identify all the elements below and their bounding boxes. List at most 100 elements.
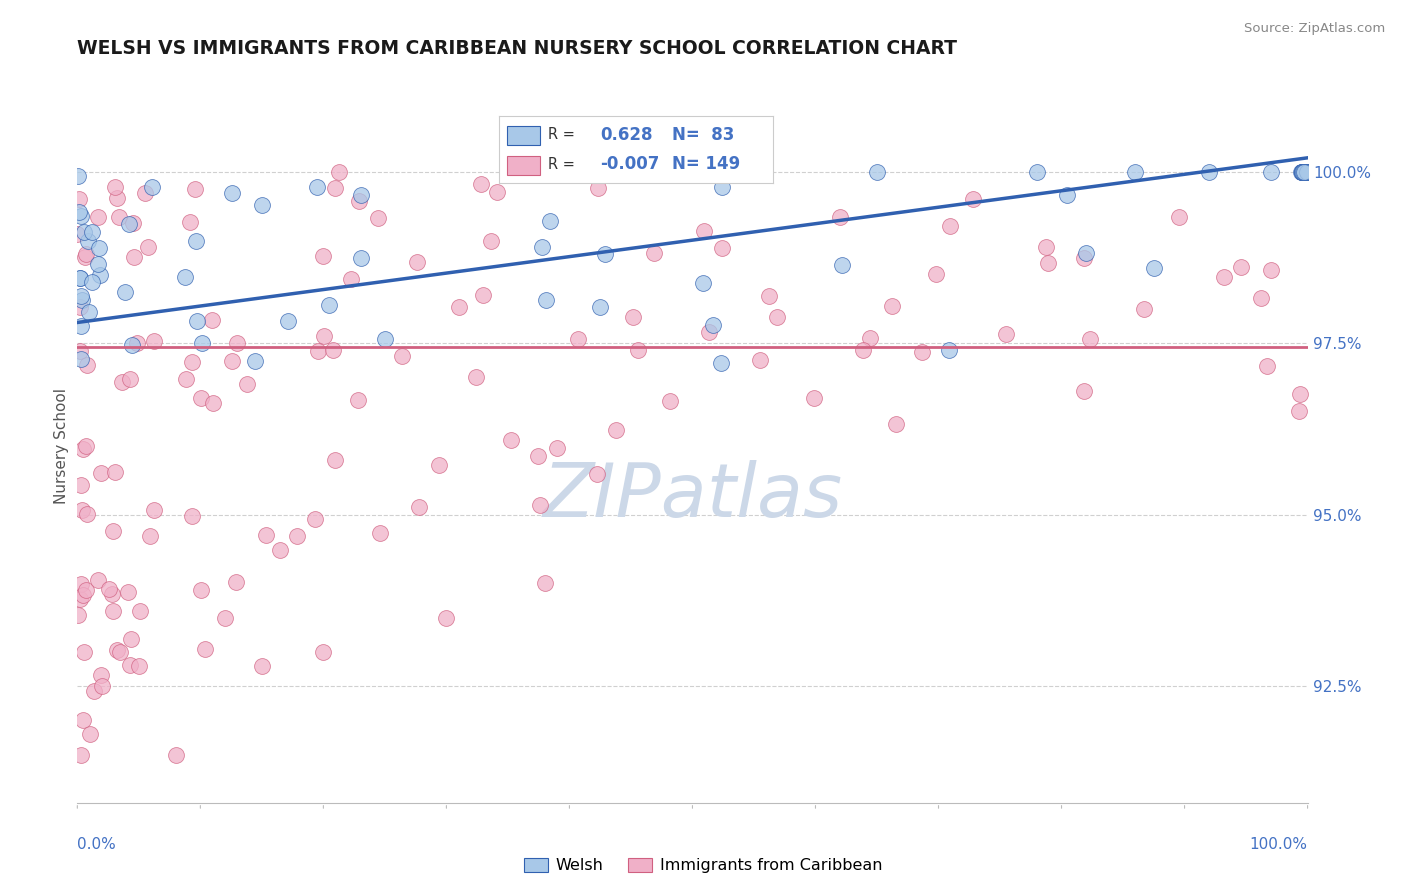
Point bbox=[75, 247, 97, 261]
Point bbox=[501, 433, 523, 447]
Point bbox=[859, 331, 882, 345]
Point bbox=[588, 180, 610, 194]
Point bbox=[659, 394, 682, 409]
Point bbox=[73, 644, 96, 658]
Point bbox=[481, 234, 503, 248]
Point bbox=[1260, 263, 1282, 277]
Point bbox=[1291, 164, 1313, 178]
Point bbox=[1295, 164, 1317, 178]
Point bbox=[86, 210, 108, 224]
Point bbox=[90, 679, 114, 693]
Point bbox=[1133, 301, 1156, 316]
Point bbox=[1291, 164, 1313, 178]
Point bbox=[201, 396, 224, 410]
Point bbox=[117, 584, 139, 599]
Point bbox=[250, 658, 273, 673]
Point bbox=[136, 240, 159, 254]
Point bbox=[80, 275, 103, 289]
Point bbox=[350, 252, 373, 266]
Point bbox=[852, 343, 875, 358]
Point bbox=[589, 300, 612, 314]
Point bbox=[312, 645, 335, 659]
Point bbox=[87, 257, 110, 271]
Point bbox=[174, 372, 197, 386]
Point bbox=[1167, 210, 1189, 224]
Point bbox=[1250, 291, 1272, 305]
Point bbox=[1296, 164, 1319, 178]
Point bbox=[90, 667, 112, 681]
Bar bbox=[508, 126, 540, 145]
Point bbox=[349, 194, 371, 209]
Point bbox=[90, 467, 112, 481]
Point bbox=[139, 529, 162, 543]
Point bbox=[408, 500, 430, 514]
Point bbox=[225, 574, 247, 589]
Point bbox=[101, 586, 124, 600]
Point bbox=[311, 249, 333, 263]
Point bbox=[585, 467, 607, 481]
Point bbox=[69, 300, 91, 314]
Point bbox=[1294, 164, 1316, 178]
Point bbox=[758, 289, 780, 303]
Point bbox=[269, 543, 291, 558]
Point bbox=[697, 326, 720, 340]
Point bbox=[880, 299, 903, 313]
Point bbox=[1295, 164, 1317, 178]
Point bbox=[114, 285, 136, 300]
Point bbox=[1295, 164, 1317, 178]
Point bbox=[429, 458, 451, 472]
Point bbox=[69, 271, 91, 285]
Point bbox=[1036, 256, 1059, 270]
Point bbox=[125, 335, 148, 350]
Point bbox=[184, 182, 207, 196]
Point bbox=[75, 582, 97, 597]
Point bbox=[72, 503, 94, 517]
Point bbox=[105, 642, 128, 657]
Point bbox=[98, 582, 121, 596]
Point bbox=[72, 588, 94, 602]
Point bbox=[1256, 359, 1278, 374]
Point bbox=[1292, 164, 1315, 178]
Point bbox=[72, 714, 94, 728]
Point bbox=[118, 657, 141, 672]
Point bbox=[447, 300, 470, 314]
Point bbox=[470, 178, 492, 192]
Point bbox=[1073, 252, 1095, 266]
Point bbox=[1292, 164, 1315, 178]
Point bbox=[534, 576, 557, 591]
Point bbox=[72, 442, 94, 457]
Point bbox=[742, 164, 765, 178]
Point bbox=[1294, 164, 1316, 178]
Point bbox=[79, 727, 101, 741]
Point bbox=[243, 354, 266, 368]
Text: R =: R = bbox=[548, 128, 575, 142]
Point bbox=[1296, 164, 1319, 178]
Point bbox=[66, 169, 89, 184]
Point bbox=[1260, 164, 1282, 178]
Point bbox=[67, 204, 90, 219]
Point bbox=[546, 441, 568, 455]
Point bbox=[70, 478, 93, 492]
Point bbox=[1212, 269, 1234, 284]
Point bbox=[1296, 164, 1319, 178]
Point bbox=[1295, 164, 1317, 178]
Text: 100.0%: 100.0% bbox=[1250, 837, 1308, 852]
Point bbox=[1026, 164, 1049, 178]
Point bbox=[122, 250, 145, 264]
Point bbox=[105, 191, 128, 205]
Text: N=  83: N= 83 bbox=[672, 126, 734, 144]
Point bbox=[1229, 260, 1251, 274]
Point bbox=[190, 391, 212, 405]
Point bbox=[236, 376, 259, 391]
Point bbox=[962, 192, 984, 206]
Point bbox=[107, 211, 129, 225]
Point bbox=[464, 370, 486, 384]
Point bbox=[531, 240, 554, 254]
Point bbox=[83, 684, 105, 698]
Point bbox=[179, 215, 201, 229]
Point bbox=[122, 216, 145, 230]
Point bbox=[173, 269, 195, 284]
Point bbox=[831, 258, 853, 272]
Point bbox=[194, 642, 217, 657]
Point bbox=[925, 267, 948, 281]
